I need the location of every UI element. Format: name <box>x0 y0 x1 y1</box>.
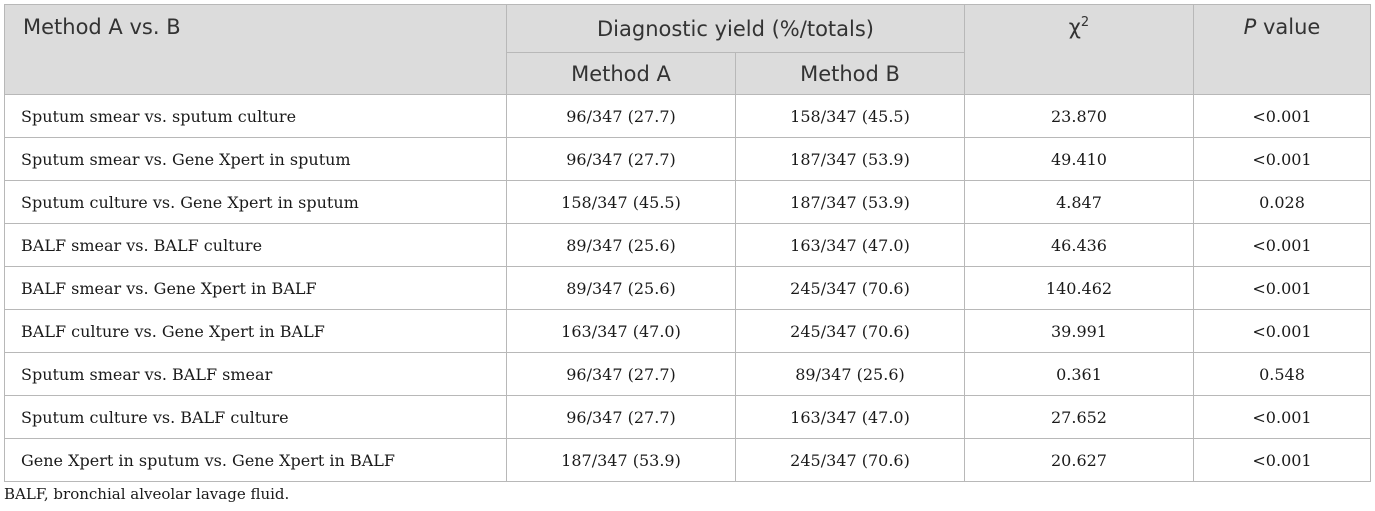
cell-comparison: Sputum smear vs. BALF smear <box>4 352 507 396</box>
cell-method-b: 163/347 (47.0) <box>735 223 965 267</box>
cell-p-value: <0.001 <box>1193 266 1371 310</box>
header-chi-square: χ2 <box>964 4 1194 95</box>
cell-comparison: BALF smear vs. Gene Xpert in BALF <box>4 266 507 310</box>
cell-chi2: 4.847 <box>964 180 1194 224</box>
header-p-value: P value <box>1193 4 1371 95</box>
cell-comparison: Sputum smear vs. Gene Xpert in sputum <box>4 137 507 181</box>
cell-method-b: 187/347 (53.9) <box>735 180 965 224</box>
cell-method-a: 89/347 (25.6) <box>506 223 736 267</box>
header-method-a: Method A <box>506 52 736 95</box>
cell-p-value: <0.001 <box>1193 94 1371 138</box>
cell-method-a: 163/347 (47.0) <box>506 309 736 353</box>
cell-method-a: 158/347 (45.5) <box>506 180 736 224</box>
cell-chi2: 46.436 <box>964 223 1194 267</box>
cell-p-value: <0.001 <box>1193 137 1371 181</box>
table-row: BALF smear vs. BALF culture 89/347 (25.6… <box>4 223 1371 267</box>
cell-method-b: 245/347 (70.6) <box>735 438 965 482</box>
cell-method-b: 163/347 (47.0) <box>735 395 965 439</box>
table-row: BALF culture vs. Gene Xpert in BALF 163/… <box>4 309 1371 353</box>
diagnostic-yield-table: Method A vs. B Diagnostic yield (%/total… <box>4 4 1371 482</box>
table-header: Method A vs. B Diagnostic yield (%/total… <box>4 4 1371 95</box>
table-body: Sputum smear vs. sputum culture 96/347 (… <box>4 94 1371 482</box>
cell-method-b: 245/347 (70.6) <box>735 309 965 353</box>
cell-method-a: 96/347 (27.7) <box>506 395 736 439</box>
table-footnote: BALF, bronchial alveolar lavage fluid. <box>4 485 290 503</box>
cell-method-a: 187/347 (53.9) <box>506 438 736 482</box>
cell-p-value: <0.001 <box>1193 395 1371 439</box>
table-row: Gene Xpert in sputum vs. Gene Xpert in B… <box>4 438 1371 482</box>
table-row: Sputum smear vs. sputum culture 96/347 (… <box>4 94 1371 138</box>
cell-comparison: Gene Xpert in sputum vs. Gene Xpert in B… <box>4 438 507 482</box>
p-italic: P <box>1243 15 1257 39</box>
cell-p-value: <0.001 <box>1193 438 1371 482</box>
cell-chi2: 23.870 <box>964 94 1194 138</box>
cell-p-value: <0.001 <box>1193 223 1371 267</box>
cell-comparison: BALF culture vs. Gene Xpert in BALF <box>4 309 507 353</box>
cell-comparison: Sputum culture vs. BALF culture <box>4 395 507 439</box>
cell-method-b: 245/347 (70.6) <box>735 266 965 310</box>
cell-method-b: 158/347 (45.5) <box>735 94 965 138</box>
cell-method-a: 96/347 (27.7) <box>506 137 736 181</box>
cell-method-a: 96/347 (27.7) <box>506 94 736 138</box>
cell-chi2: 27.652 <box>964 395 1194 439</box>
cell-chi2: 140.462 <box>964 266 1194 310</box>
table-row: Sputum culture vs. Gene Xpert in sputum … <box>4 180 1371 224</box>
table-row: Sputum smear vs. Gene Xpert in sputum 96… <box>4 137 1371 181</box>
table-row: BALF smear vs. Gene Xpert in BALF 89/347… <box>4 266 1371 310</box>
cell-p-value: 0.548 <box>1193 352 1371 396</box>
table-row: Sputum culture vs. BALF culture 96/347 (… <box>4 395 1371 439</box>
table-row: Sputum smear vs. BALF smear 96/347 (27.7… <box>4 352 1371 396</box>
cell-method-a: 96/347 (27.7) <box>506 352 736 396</box>
header-diagnostic-yield: Diagnostic yield (%/totals) <box>506 4 965 53</box>
cell-comparison: Sputum culture vs. Gene Xpert in sputum <box>4 180 507 224</box>
cell-chi2: 20.627 <box>964 438 1194 482</box>
cell-method-a: 89/347 (25.6) <box>506 266 736 310</box>
chi-exponent: 2 <box>1080 15 1090 30</box>
cell-chi2: 0.361 <box>964 352 1194 396</box>
p-rest: value <box>1256 15 1321 39</box>
cell-chi2: 39.991 <box>964 309 1194 353</box>
cell-comparison: Sputum smear vs. sputum culture <box>4 94 507 138</box>
header-comparison: Method A vs. B <box>4 4 507 95</box>
cell-p-value: 0.028 <box>1193 180 1371 224</box>
cell-comparison: BALF smear vs. BALF culture <box>4 223 507 267</box>
cell-method-b: 187/347 (53.9) <box>735 137 965 181</box>
cell-chi2: 49.410 <box>964 137 1194 181</box>
header-method-b: Method B <box>735 52 965 95</box>
cell-p-value: <0.001 <box>1193 309 1371 353</box>
chi-symbol: χ <box>1068 15 1081 39</box>
cell-method-b: 89/347 (25.6) <box>735 352 965 396</box>
